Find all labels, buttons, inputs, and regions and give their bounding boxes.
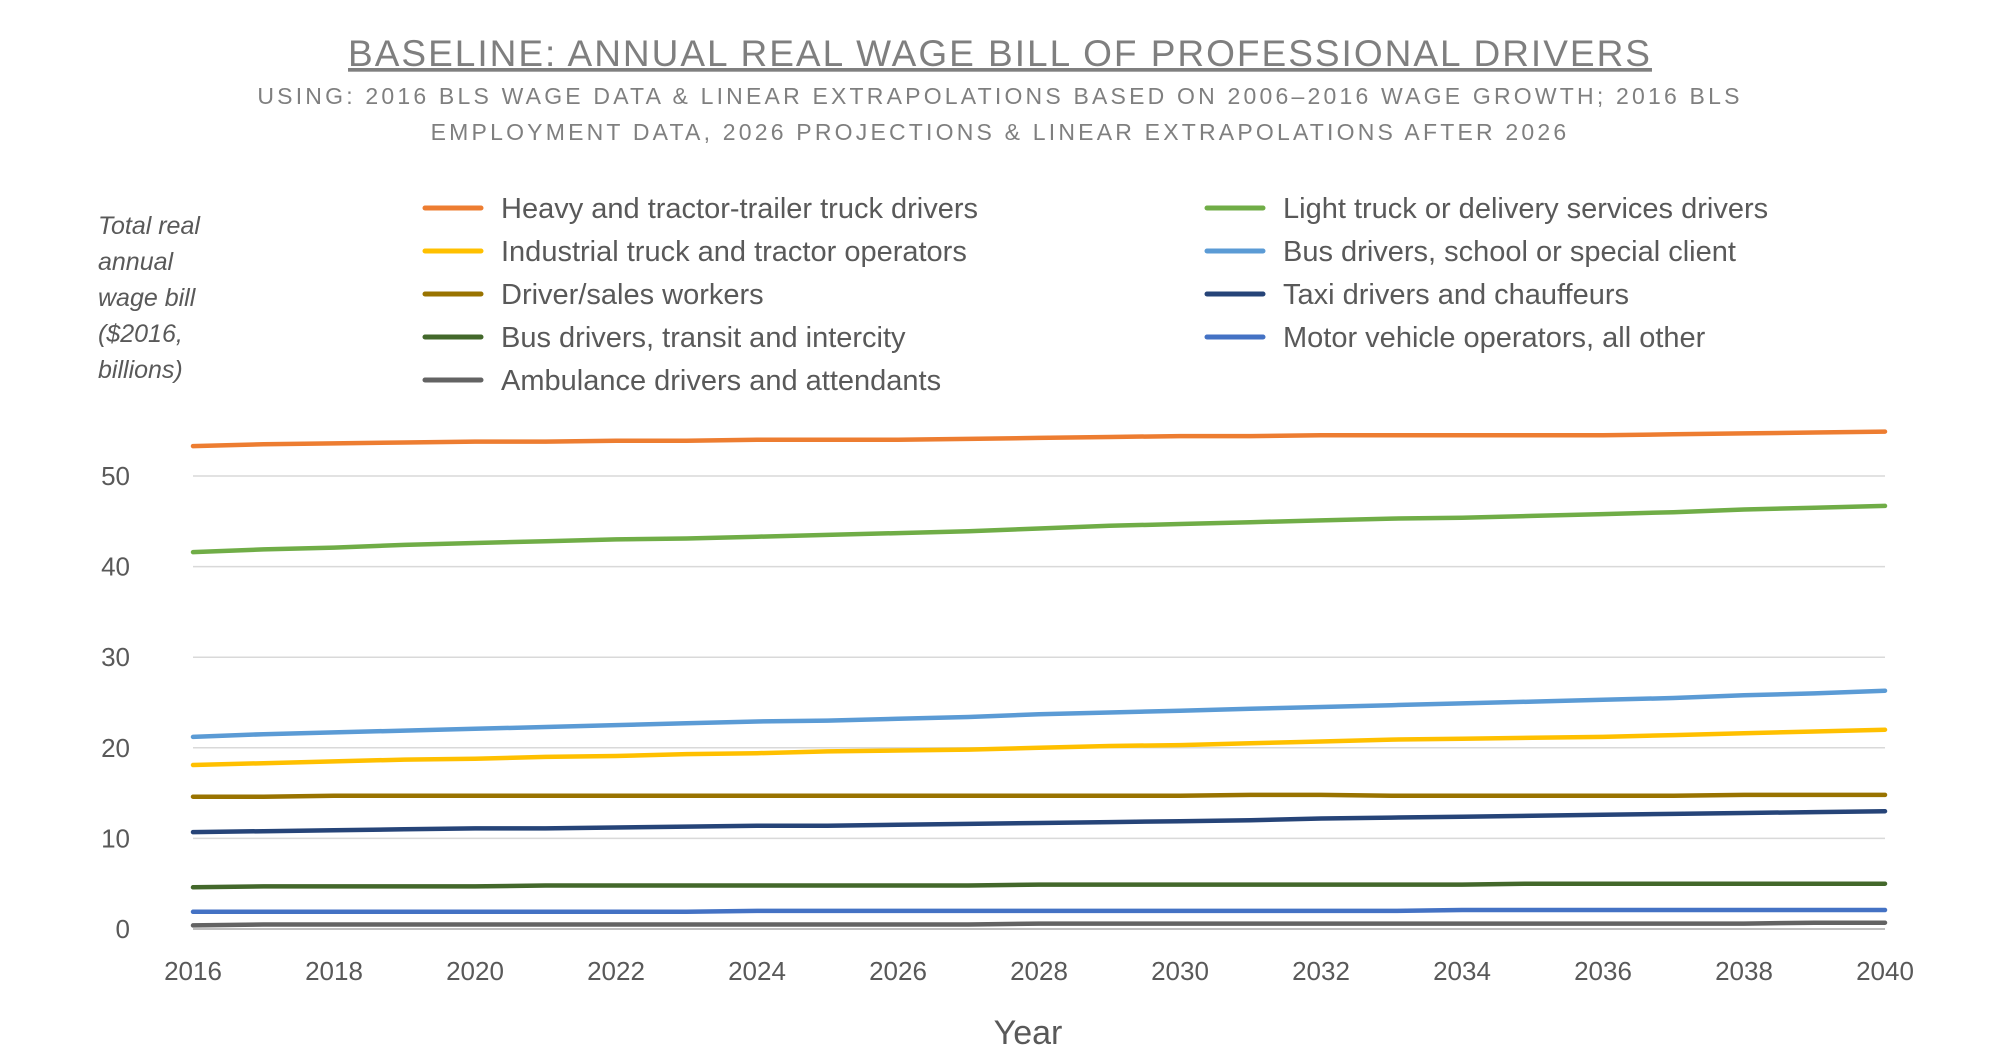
y-axis-label-line-3: wage bill <box>98 284 197 312</box>
x-axis-label: Year <box>994 1014 1063 1052</box>
legend-label-4: Bus drivers, school or special client <box>1283 236 1736 268</box>
series-line-1 <box>190 429 1888 449</box>
legend-label-8: Motor vehicle operators, all other <box>1283 322 1706 354</box>
x-tick-label-2040: 2040 <box>1856 956 1914 986</box>
legend-label-7: Bus drivers, transit and intercity <box>501 322 906 354</box>
y-axis-label-line-2: annual <box>98 248 175 276</box>
y-axis-ticks: 0 10 20 30 40 50 <box>101 461 130 944</box>
y-tick-label-30: 30 <box>101 642 130 672</box>
chart-title: BASELINE: ANNUAL REAL WAGE BILL OF PROFE… <box>348 33 1652 74</box>
legend-label-3: Industrial truck and tractor operators <box>501 236 967 268</box>
y-tick-label-50: 50 <box>101 461 130 491</box>
x-tick-label-2024: 2024 <box>728 956 786 986</box>
chart-subtitle-line-1: USING: 2016 BLS WAGE DATA & LINEAR EXTRA… <box>257 83 1742 109</box>
x-tick-label-2032: 2032 <box>1292 956 1350 986</box>
x-tick-label-2020: 2020 <box>446 956 504 986</box>
series-line-8 <box>190 907 1888 915</box>
x-tick-label-2028: 2028 <box>1010 956 1068 986</box>
legend-label-1: Heavy and tractor-trailer truck drivers <box>501 193 978 225</box>
y-tick-label-0: 0 <box>116 914 130 944</box>
gridlines <box>193 475 1885 930</box>
x-tick-label-2026: 2026 <box>869 956 927 986</box>
y-tick-label-10: 10 <box>101 823 130 853</box>
legend-label-9: Ambulance drivers and attendants <box>501 365 941 397</box>
series-line-6 <box>190 808 1888 835</box>
x-axis-ticks: 2016 2018 2020 2022 2024 2026 2028 2030 2032 2034… <box>164 956 1914 986</box>
series-line-7 <box>190 881 1888 890</box>
x-tick-label-2036: 2036 <box>1574 956 1632 986</box>
x-tick-label-2016: 2016 <box>164 956 222 986</box>
legend-label-6: Taxi drivers and chauffeurs <box>1283 279 1629 311</box>
chart-subtitle-line-2: EMPLOYMENT DATA, 2026 PROJECTIONS & LINE… <box>431 119 1570 145</box>
x-tick-label-2022: 2022 <box>587 956 645 986</box>
y-axis-label: Total real annual wage bill ($2016, billions… <box>98 212 201 384</box>
legend: Heavy and tractor-trailer truck drivers L… <box>422 193 1768 397</box>
x-tick-label-2018: 2018 <box>305 956 363 986</box>
y-axis-label-line-4: ($2016, <box>98 320 183 348</box>
y-axis-label-line-1: Total real <box>98 212 201 240</box>
series-line-9 <box>190 920 1888 928</box>
legend-label-5: Driver/sales workers <box>501 279 764 311</box>
y-tick-label-40: 40 <box>101 552 130 582</box>
x-tick-label-2038: 2038 <box>1715 956 1773 986</box>
series-line-4 <box>190 688 1888 740</box>
series-line-3 <box>190 727 1888 768</box>
x-tick-label-2034: 2034 <box>1433 956 1491 986</box>
y-tick-label-20: 20 <box>101 733 130 763</box>
legend-label-2: Light truck or delivery services drivers <box>1283 193 1768 225</box>
series-line-5 <box>190 792 1888 799</box>
x-tick-label-2030: 2030 <box>1151 956 1209 986</box>
y-axis-label-line-5: billions) <box>98 356 183 384</box>
series-line-2 <box>190 503 1888 555</box>
series-lines <box>190 429 1888 928</box>
